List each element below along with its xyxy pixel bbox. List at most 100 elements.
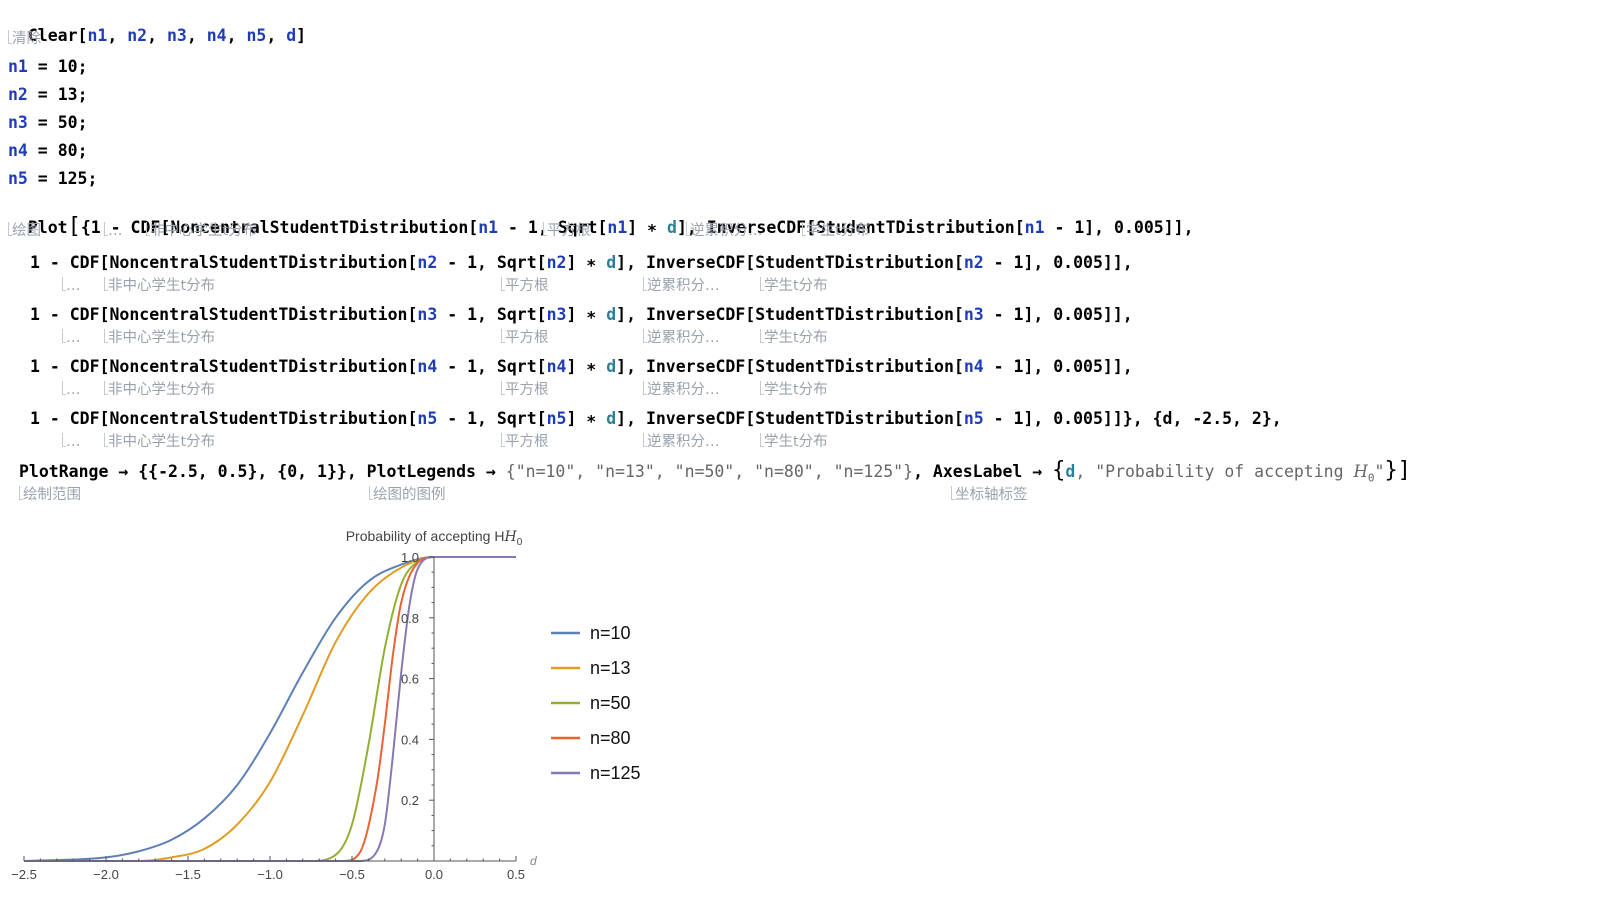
code-text: - 1, Sqrt[ bbox=[437, 305, 547, 324]
code-line-assign-n3[interactable]: n3 = 50; bbox=[8, 113, 88, 132]
hint-studentt: 学生t分布 bbox=[760, 433, 828, 450]
series-line-n-80 bbox=[23, 556, 516, 862]
series-line-n-10 bbox=[23, 556, 516, 862]
code-text: ]], bbox=[1102, 253, 1133, 272]
code-text: ]], bbox=[1102, 305, 1133, 324]
code-var: n5 bbox=[417, 409, 438, 428]
code-text: - 1], 0.005 bbox=[983, 305, 1103, 324]
bracket: }] bbox=[1384, 458, 1411, 483]
code-text: 1 - CDF[NoncentralStudentTDistribution[ bbox=[30, 357, 418, 376]
hint-sqrt: 平方根 bbox=[501, 277, 549, 294]
code-text: - 1], 0.005]], bbox=[1044, 218, 1194, 237]
hint-noncentral: 非中心学生t分布 bbox=[145, 222, 258, 239]
plot-legend: n=10 n=13 n=50 n=80 n=125 bbox=[551, 623, 641, 783]
var-name: n4 bbox=[8, 141, 28, 160]
x-tick-label: −0.5 bbox=[339, 867, 365, 882]
code-var: n2 bbox=[417, 253, 438, 272]
code-var: n1 bbox=[478, 218, 499, 237]
code-var: d bbox=[1065, 462, 1076, 481]
clear-fn: Clear bbox=[27, 26, 78, 45]
var-name: n1 bbox=[8, 57, 28, 76]
code-text: ], InverseCDF[StudentTDistribution[ bbox=[616, 253, 964, 272]
code-line-cdf-n3[interactable]: 1 - CDF[NoncentralStudentTDistribution[n… bbox=[30, 305, 1133, 325]
code-line-assign-n2[interactable]: n2 = 13; bbox=[8, 85, 88, 104]
y-axis-label-sub: 0 bbox=[517, 537, 523, 548]
code-text: ]]}, {d, -2.5, 2}, bbox=[1102, 409, 1282, 428]
code-line-cdf-n4[interactable]: 1 - CDF[NoncentralStudentTDistribution[n… bbox=[30, 357, 1133, 377]
hint-studentt: 学生t分布 bbox=[760, 277, 828, 294]
code-var: n1 bbox=[607, 218, 628, 237]
arg-n5: n5 bbox=[246, 26, 267, 45]
hint-sqrt: 平方根 bbox=[501, 329, 549, 346]
x-tick-label: 0.5 bbox=[507, 867, 525, 882]
axes-label-string: , "Probability of accepting bbox=[1075, 462, 1354, 481]
bracket: { bbox=[1052, 458, 1066, 483]
code-var: n4 bbox=[417, 357, 438, 376]
var-value: 10 bbox=[57, 57, 78, 76]
var-name: n3 bbox=[8, 113, 28, 132]
series-line-n-50 bbox=[23, 556, 516, 862]
axes-group bbox=[24, 557, 516, 862]
curves-group bbox=[23, 556, 516, 863]
var-value: 80 bbox=[57, 141, 78, 160]
code-text: ] ∗ bbox=[566, 305, 607, 324]
code-var: n5 bbox=[546, 409, 567, 428]
code-line-assign-n5[interactable]: n5 = 125; bbox=[8, 169, 98, 188]
code-text: 1 - CDF[NoncentralStudentTDistribution[ bbox=[30, 409, 418, 428]
code-line-assign-n4[interactable]: n4 = 80; bbox=[8, 141, 88, 160]
hint-sqrt: 平方根 bbox=[543, 222, 591, 239]
code-var: d bbox=[606, 305, 617, 324]
code-text: ] ∗ bbox=[627, 218, 668, 237]
code-var: n3 bbox=[417, 305, 438, 324]
code-line-options[interactable]: PlotRange → {{-2.5, 0.5}, {0, 1}}, PlotL… bbox=[19, 458, 1411, 488]
arg-n2: n2 bbox=[127, 26, 148, 45]
hint-ellipsis: … bbox=[62, 329, 81, 346]
hint-ellipsis: … bbox=[62, 277, 81, 294]
code-text: ]], bbox=[1102, 357, 1133, 376]
hint-inversecdf: 逆累积分… bbox=[643, 433, 720, 450]
series-line-n-125 bbox=[23, 556, 516, 863]
y-tick-label: 1.0 bbox=[401, 550, 419, 565]
axes-label-sub: 0 bbox=[1367, 471, 1375, 485]
code-text: - 1, Sqrt[ bbox=[498, 218, 608, 237]
code-line-cdf-n5[interactable]: 1 - CDF[NoncentralStudentTDistribution[n… bbox=[30, 409, 1282, 429]
hint-noncentral: 非中心学生t分布 bbox=[103, 433, 216, 450]
code-line-cdf-n2[interactable]: 1 - CDF[NoncentralStudentTDistribution[n… bbox=[30, 253, 1133, 273]
code-var: d bbox=[606, 409, 617, 428]
y-axis-label: Probability of accepting HH0 bbox=[346, 528, 523, 548]
y-ticks: 0.2 0.4 0.6 0.8 1.0 bbox=[401, 550, 434, 847]
legend-strings: {"n=10", "n=13", "n=50", "n=80", "n=125"… bbox=[505, 462, 914, 481]
code-var: d bbox=[606, 357, 617, 376]
hint-sqrt: 平方根 bbox=[501, 433, 549, 450]
var-value: 125 bbox=[57, 169, 88, 188]
y-tick-label: 0.8 bbox=[401, 611, 419, 626]
plot-fn: Plot bbox=[27, 218, 68, 237]
x-axis-label: d bbox=[530, 854, 537, 868]
x-tick-label: 0.0 bbox=[425, 867, 443, 882]
y-tick-label: 0.2 bbox=[401, 793, 419, 808]
y-tick-label: 0.4 bbox=[401, 732, 419, 747]
code-text: 1 - CDF[NoncentralStudentTDistribution[ bbox=[30, 253, 418, 272]
code-line-plot[interactable]: Plot[{1 - CDF[NoncentralStudentTDistribu… bbox=[8, 197, 1194, 238]
hint-ellipsis: … bbox=[62, 433, 81, 450]
code-line-assign-n1[interactable]: n1 = 10; bbox=[8, 57, 88, 76]
series-line-n-13 bbox=[23, 556, 516, 862]
code-var: n4 bbox=[963, 357, 984, 376]
x-tick-label: −1.0 bbox=[257, 867, 283, 882]
var-name: n2 bbox=[8, 85, 28, 104]
x-tick-label: −2.0 bbox=[93, 867, 119, 882]
code-text: - 1], 0.005 bbox=[983, 253, 1103, 272]
legend-label: n=10 bbox=[590, 623, 631, 643]
x-tick-label: −2.5 bbox=[11, 867, 37, 882]
code-text: ] ∗ bbox=[566, 253, 607, 272]
hint-plotrange: 绘制范围 bbox=[19, 486, 81, 503]
hint-inversecdf: 逆累积分… bbox=[643, 277, 720, 294]
x-ticks: −2.5 −2.0 −1.5 −1.0 −0.5 0.0 0.5 bbox=[11, 856, 525, 882]
code-text: ] ∗ bbox=[566, 357, 607, 376]
code-var: n1 bbox=[1024, 218, 1045, 237]
code-line-clear[interactable]: Clear[n1, n2, n3, n4, n5, d] bbox=[27, 26, 307, 45]
code-var: d bbox=[667, 218, 677, 237]
axes-label-h: H bbox=[1353, 462, 1368, 481]
hint-plot: 绘图 bbox=[8, 222, 41, 239]
code-text: - 1, Sqrt[ bbox=[437, 409, 547, 428]
